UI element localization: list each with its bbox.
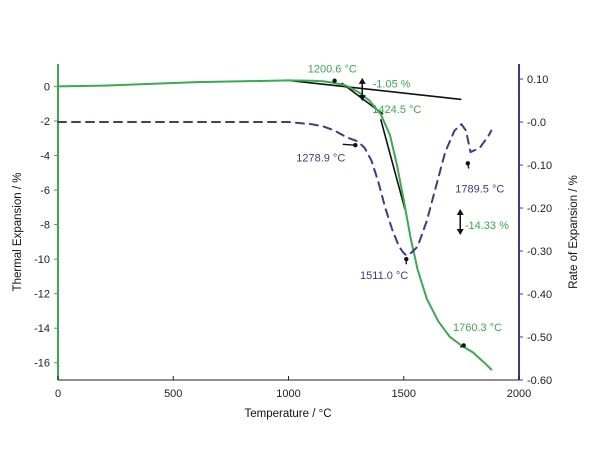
pointer-dot xyxy=(353,142,358,148)
tangent-line xyxy=(288,79,462,101)
axes-group xyxy=(57,64,520,381)
annotation-label: 1511.0 °C xyxy=(360,270,408,282)
x-axis-title: Temperature / °C xyxy=(244,408,331,420)
pointer-dot xyxy=(461,343,466,348)
x-tick-label: 500 xyxy=(164,388,182,400)
annotation-label: 1424.5 °C xyxy=(372,104,421,116)
annotation-label: -14.33 % xyxy=(465,220,509,232)
pointer-dot xyxy=(332,78,337,83)
y-left-tick-label: -6 xyxy=(40,185,50,197)
annotation-label: 1789.5 °C xyxy=(455,184,504,196)
y-left-tick-label: -12 xyxy=(34,289,50,301)
annotation-label: 1278.9 °C xyxy=(296,153,345,165)
y-left-tick-label: -14 xyxy=(34,323,50,335)
y-right-tick-label: -0.60 xyxy=(527,375,552,387)
y-left-tick-label: -4 xyxy=(40,151,50,163)
thermal-expansion-line xyxy=(57,79,493,371)
y-right-tick-label: -0.50 xyxy=(527,332,552,344)
annotation-label: -1.05 % xyxy=(373,78,411,90)
annotation-label: 1760.3 °C xyxy=(453,322,502,334)
x-tick-label: 0 xyxy=(55,388,61,400)
y-left-tick-label: -10 xyxy=(34,254,50,266)
arrow-head-up xyxy=(456,209,464,216)
rate-of-expansion-line xyxy=(57,121,493,257)
markers-group xyxy=(332,77,471,348)
tangent-line xyxy=(379,119,406,210)
arrow-head-up xyxy=(358,77,366,84)
y-right-tick-label: -0.30 xyxy=(527,246,552,258)
pointer-dot xyxy=(465,161,471,166)
ticks-group: 0 500 1000 1500 2000 0 -2 -4 -6 -8 -10 -12 -14 -16 0.1… xyxy=(34,74,552,400)
pointer-dot xyxy=(404,256,409,262)
x-tick-label: 2000 xyxy=(507,388,531,400)
arrow-head-down xyxy=(358,95,366,102)
y-right-tick-label: -0.10 xyxy=(527,160,552,172)
y-left-tick-label: -8 xyxy=(40,220,50,232)
x-tick-label: 1000 xyxy=(276,388,300,400)
y-axis-left-title: Thermal Expansion / % xyxy=(12,173,24,292)
y-left-tick-label: -2 xyxy=(40,116,50,128)
y-left-tick-label: -16 xyxy=(34,358,50,370)
y-right-tick-label: -0.20 xyxy=(527,203,552,215)
x-tick-label: 1500 xyxy=(392,388,416,400)
y-axis-right-title: Rate of Expansion / % xyxy=(568,175,580,289)
annotation-label: 1200.6 °C xyxy=(308,64,357,76)
annotations-group: 1200.6 °C -1.05 % 1424.5 °C 1278.9 °C 1789.5… xyxy=(296,64,509,334)
series-group xyxy=(57,79,493,371)
y-right-tick-label: -0.40 xyxy=(527,289,552,301)
y-right-tick-label: -0.0 xyxy=(527,117,546,129)
arrow-head-down xyxy=(456,228,464,235)
y-left-tick-label: 0 xyxy=(44,81,50,93)
y-right-tick-label: 0.10 xyxy=(527,74,548,86)
